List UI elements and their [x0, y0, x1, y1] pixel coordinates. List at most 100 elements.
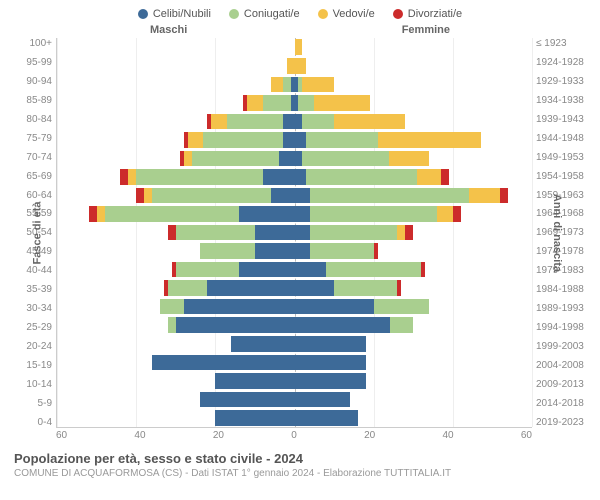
bar-segment-coniugati: [168, 280, 208, 296]
y-right-axis-title: Anni di nascita: [551, 194, 563, 272]
bar-segment-celibi: [255, 225, 295, 241]
bar-segment-coniugati: [310, 225, 397, 241]
male-bar: [57, 373, 295, 389]
bar-segment-celibi: [295, 132, 307, 148]
y-left-tick: 35-39: [10, 284, 52, 295]
bar-segment-vedovi: [378, 132, 481, 148]
y-right-tick: 1994-1998: [536, 322, 590, 333]
bar-segment-celibi: [271, 188, 295, 204]
age-row: [57, 335, 532, 354]
bar-segment-celibi: [295, 262, 327, 278]
bar-segment-vedovi: [144, 188, 152, 204]
bar-segment-celibi: [200, 392, 295, 408]
bar-segment-coniugati: [302, 114, 334, 130]
bar-segment-coniugati: [390, 317, 414, 333]
male-bar: [57, 169, 295, 185]
x-tick: 40: [442, 430, 453, 441]
bar-segment-coniugati: [310, 206, 437, 222]
y-right-tick: 1944-1948: [536, 133, 590, 144]
bar-segment-vedovi: [295, 58, 307, 74]
female-bar: [295, 206, 533, 222]
bar-segment-celibi: [295, 151, 303, 167]
y-left-tick: 40-44: [10, 265, 52, 276]
bar-segment-coniugati: [310, 243, 373, 259]
bar-segment-coniugati: [176, 225, 255, 241]
y-right-tick: 1989-1993: [536, 303, 590, 314]
female-bar: [295, 317, 533, 333]
y-left-tick: 25-29: [10, 322, 52, 333]
bar-segment-vedovi: [128, 169, 136, 185]
bar-segment-celibi: [255, 243, 295, 259]
bar-segment-coniugati: [105, 206, 240, 222]
bar-segment-vedovi: [314, 95, 369, 111]
y-right-tick: 2014-2018: [536, 398, 590, 409]
x-tick: 20: [213, 430, 224, 441]
bar-segment-coniugati: [176, 262, 239, 278]
bar-segment-coniugati: [203, 132, 282, 148]
y-left-axis-title: Fasce di età: [31, 202, 43, 265]
female-bar: [295, 151, 533, 167]
y-left-tick: 30-34: [10, 303, 52, 314]
female-bar: [295, 243, 533, 259]
age-row: [57, 38, 532, 57]
bar-segment-celibi: [239, 206, 294, 222]
male-bar: [57, 336, 295, 352]
bar-segment-celibi: [295, 299, 374, 315]
y-left-tick: 65-69: [10, 171, 52, 182]
age-row: [57, 112, 532, 131]
y-right-tick: 1924-1928: [536, 57, 590, 68]
age-row: [57, 168, 532, 187]
bar-segment-divorziati: [136, 188, 144, 204]
bar-segment-coniugati: [310, 188, 468, 204]
bar-segment-divorziati: [405, 225, 413, 241]
male-bar: [57, 151, 295, 167]
bar-segment-celibi: [215, 410, 294, 426]
female-bar: [295, 77, 533, 93]
bar-segment-coniugati: [168, 317, 176, 333]
female-label: Femmine: [402, 24, 450, 36]
bar-segment-vedovi: [437, 206, 453, 222]
bar-segment-vedovi: [271, 77, 283, 93]
bar-segment-celibi: [215, 373, 294, 389]
age-row: [57, 57, 532, 76]
male-bar: [57, 243, 295, 259]
age-row: [57, 279, 532, 298]
bar-segment-celibi: [239, 262, 294, 278]
bar-segment-vedovi: [97, 206, 105, 222]
age-row: [57, 94, 532, 113]
legend-item: Coniugati/e: [229, 8, 300, 20]
bar-segment-celibi: [295, 225, 311, 241]
male-bar: [57, 95, 295, 111]
y-left-tick: 20-24: [10, 341, 52, 352]
y-left-tick: 90-94: [10, 76, 52, 87]
bar-segment-vedovi: [334, 114, 405, 130]
female-bar: [295, 95, 533, 111]
bar-segment-coniugati: [200, 243, 255, 259]
bar-segment-vedovi: [184, 151, 192, 167]
y-right-tick: 1984-1988: [536, 284, 590, 295]
age-row: [57, 390, 532, 409]
y-right-tick: 2009-2013: [536, 379, 590, 390]
bar-segment-vedovi: [397, 225, 405, 241]
female-bar: [295, 225, 533, 241]
y-left-tick: 85-89: [10, 95, 52, 106]
x-ticks: 6040200204060: [56, 430, 532, 441]
bar-segment-celibi: [295, 188, 311, 204]
bar-segment-divorziati: [374, 243, 378, 259]
male-bar: [57, 225, 295, 241]
female-bar: [295, 262, 533, 278]
male-label: Maschi: [150, 24, 187, 36]
bar-segment-celibi: [295, 206, 311, 222]
footer: Popolazione per età, sesso e stato civil…: [10, 451, 590, 479]
female-bar: [295, 58, 533, 74]
y-right-tick: 1939-1943: [536, 114, 590, 125]
bar-segment-coniugati: [283, 77, 291, 93]
age-row: [57, 205, 532, 224]
bar-segment-celibi: [283, 132, 295, 148]
male-bar: [57, 77, 295, 93]
bar-segment-vedovi: [469, 188, 501, 204]
age-row: [57, 223, 532, 242]
bar-segment-celibi: [295, 169, 307, 185]
male-bar: [57, 355, 295, 371]
age-row: [57, 353, 532, 372]
